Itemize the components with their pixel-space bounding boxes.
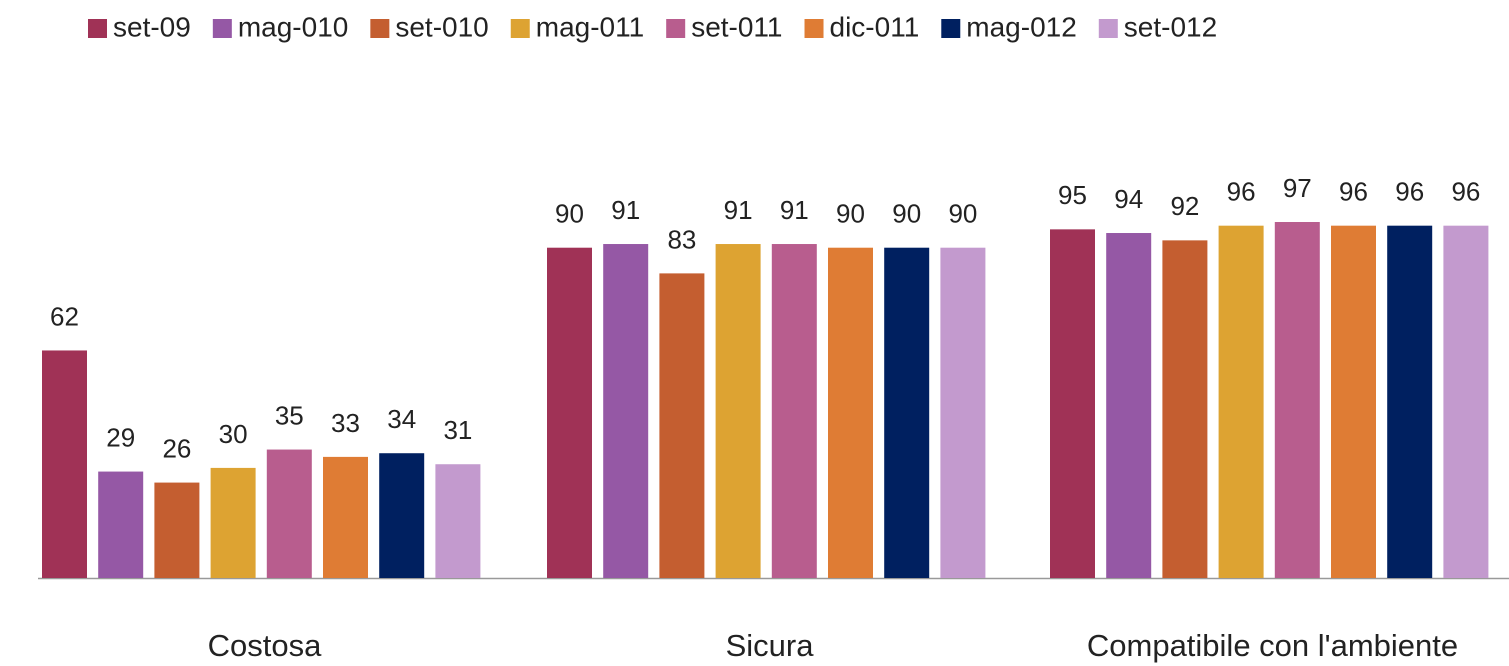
legend-swatch (212, 19, 232, 38)
legend-text: dic-011 (830, 11, 920, 42)
bar (659, 273, 705, 578)
value-label: 30 (219, 419, 248, 449)
value-label: 91 (780, 195, 809, 225)
bar (771, 244, 817, 578)
value-label: 91 (611, 195, 640, 225)
value-label: 90 (836, 199, 865, 229)
legend-text: set-09 (113, 11, 191, 42)
legend-swatch (666, 19, 686, 38)
x-tick-label: Compatibile con l'ambiente (1087, 628, 1458, 663)
bar (603, 244, 649, 578)
bar (1218, 225, 1264, 578)
value-label: 33 (331, 408, 360, 438)
value-label: 29 (106, 422, 135, 452)
x-tick-label: Costosa (208, 628, 322, 663)
bar (1274, 222, 1320, 578)
bar (323, 456, 368, 578)
value-label: 95 (1058, 180, 1087, 210)
bar (1387, 225, 1433, 578)
bar (210, 467, 256, 578)
legend-text: mag-011 (536, 11, 644, 42)
bar (828, 247, 873, 578)
value-label: 92 (1170, 191, 1199, 221)
legend-swatch (510, 19, 530, 38)
legend-swatch (804, 19, 824, 38)
value-label: 94 (1114, 184, 1143, 214)
value-label: 90 (892, 199, 921, 229)
value-label: 90 (555, 199, 584, 229)
legend-swatch (941, 19, 961, 38)
value-label: 34 (387, 404, 416, 434)
legend-text: mag-012 (966, 11, 1077, 42)
bar (98, 471, 144, 578)
value-label: 96 (1451, 177, 1480, 207)
legend-swatch (370, 19, 390, 38)
bar (1106, 233, 1152, 578)
value-label: 62 (50, 301, 79, 331)
bar (435, 464, 481, 578)
bar (1162, 240, 1208, 579)
value-label: 90 (948, 199, 977, 229)
bar (1331, 225, 1376, 578)
x-tick-label: Sicura (726, 628, 815, 663)
legend-text: set-011 (691, 11, 782, 42)
bar (884, 247, 930, 578)
bar (940, 247, 986, 578)
bar (1443, 225, 1489, 578)
value-label: 91 (724, 195, 753, 225)
value-label: 96 (1395, 177, 1424, 207)
value-label: 31 (443, 415, 472, 445)
legend-swatch (88, 19, 107, 38)
value-label: 35 (275, 400, 304, 430)
value-label: 97 (1283, 173, 1312, 203)
bar (547, 247, 592, 578)
bar (1050, 229, 1095, 578)
legend-text: set-010 (395, 11, 488, 42)
legend-text: mag-010 (238, 11, 349, 42)
legend-text: set-012 (1124, 11, 1217, 42)
value-label: 26 (162, 433, 191, 463)
value-label: 83 (667, 224, 696, 254)
legend-swatch (1098, 19, 1118, 38)
value-label: 96 (1227, 177, 1256, 207)
value-label: 96 (1339, 177, 1368, 207)
bar (42, 350, 87, 578)
bar (379, 453, 425, 578)
bar (266, 449, 312, 578)
bar (154, 482, 200, 578)
bar (715, 244, 761, 578)
